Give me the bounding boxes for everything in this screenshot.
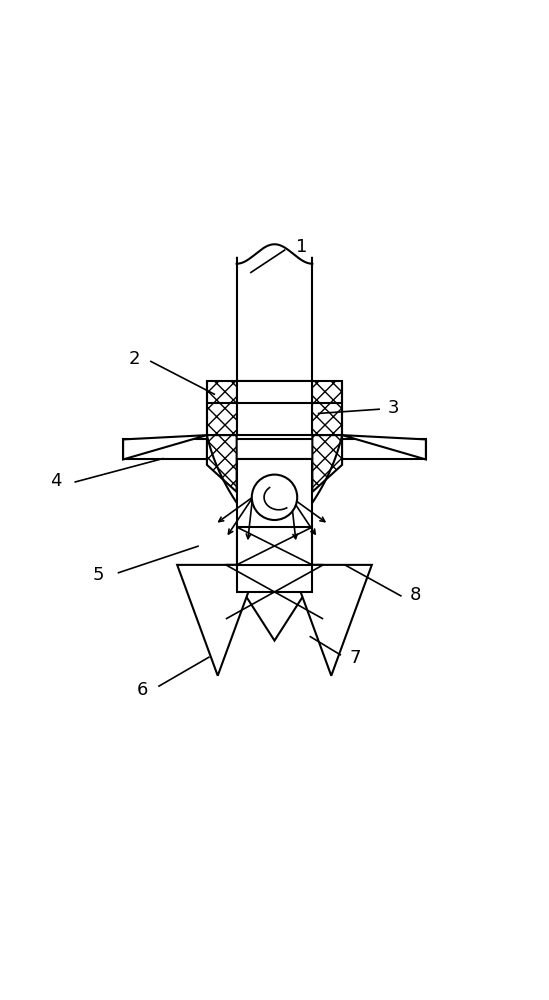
Polygon shape	[226, 565, 323, 641]
Text: 6: 6	[136, 681, 148, 699]
Bar	[237, 254, 312, 381]
Text: 2: 2	[128, 350, 139, 368]
Text: 5: 5	[93, 566, 104, 584]
Bar	[237, 381, 312, 435]
Text: 1: 1	[296, 238, 307, 256]
Text: 4: 4	[50, 472, 61, 490]
Polygon shape	[123, 435, 207, 459]
Polygon shape	[342, 435, 426, 459]
Bar	[123, 439, 426, 459]
Polygon shape	[207, 435, 237, 492]
Polygon shape	[177, 565, 258, 676]
Bar	[312, 381, 342, 435]
Text: 7: 7	[350, 649, 361, 667]
Bar	[207, 381, 237, 435]
Bar	[237, 459, 312, 592]
Circle shape	[252, 475, 297, 520]
Polygon shape	[237, 527, 312, 565]
Text: 8: 8	[410, 586, 421, 604]
Text: 3: 3	[388, 399, 399, 417]
Polygon shape	[312, 435, 342, 492]
Polygon shape	[291, 565, 372, 676]
